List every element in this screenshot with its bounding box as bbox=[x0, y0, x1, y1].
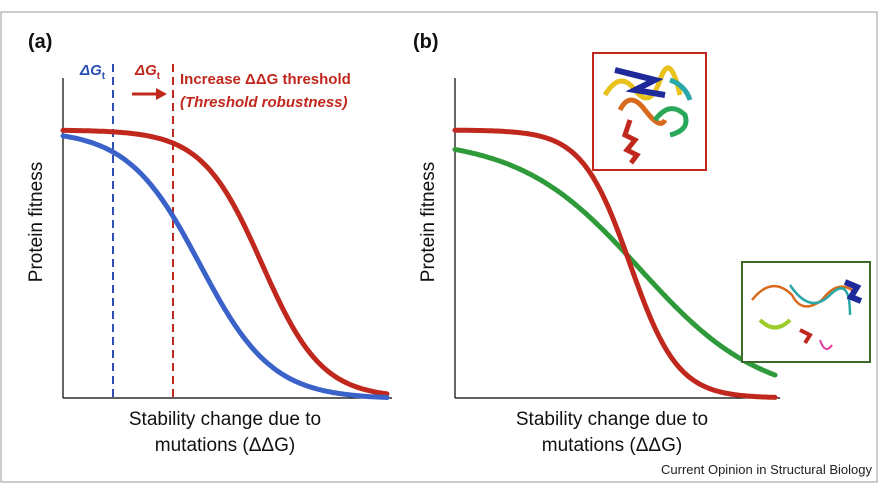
annotation: Increase ΔΔG threshold bbox=[180, 71, 351, 88]
x-axis-label: mutations (ΔΔG) bbox=[542, 435, 682, 456]
x-axis-label: Stability change due to bbox=[129, 409, 321, 430]
annotation: (Threshold robustness) bbox=[180, 94, 348, 111]
fitness-curve bbox=[60, 127, 390, 397]
panel-label: (b) bbox=[413, 31, 439, 53]
curves bbox=[60, 127, 778, 400]
fitness-curve bbox=[452, 127, 778, 400]
threshold-label: ΔGt bbox=[79, 62, 106, 82]
arrow-head bbox=[156, 88, 167, 100]
y-axis-label: Protein fitness bbox=[418, 162, 439, 282]
y-axis-label: Protein fitness bbox=[26, 162, 47, 282]
threshold-label: ΔGt bbox=[134, 62, 161, 82]
protein-structure bbox=[741, 261, 871, 363]
footer: Current Opinion in Structural Biology bbox=[661, 462, 872, 477]
protein-structure bbox=[592, 52, 707, 171]
frame bbox=[0, 11, 878, 483]
fitness-curve bbox=[60, 133, 390, 400]
fitness-curve bbox=[452, 147, 778, 378]
x-axis-label: Stability change due to bbox=[516, 409, 708, 430]
panel-label: (a) bbox=[28, 31, 52, 53]
x-axis-label: mutations (ΔΔG) bbox=[155, 435, 295, 456]
